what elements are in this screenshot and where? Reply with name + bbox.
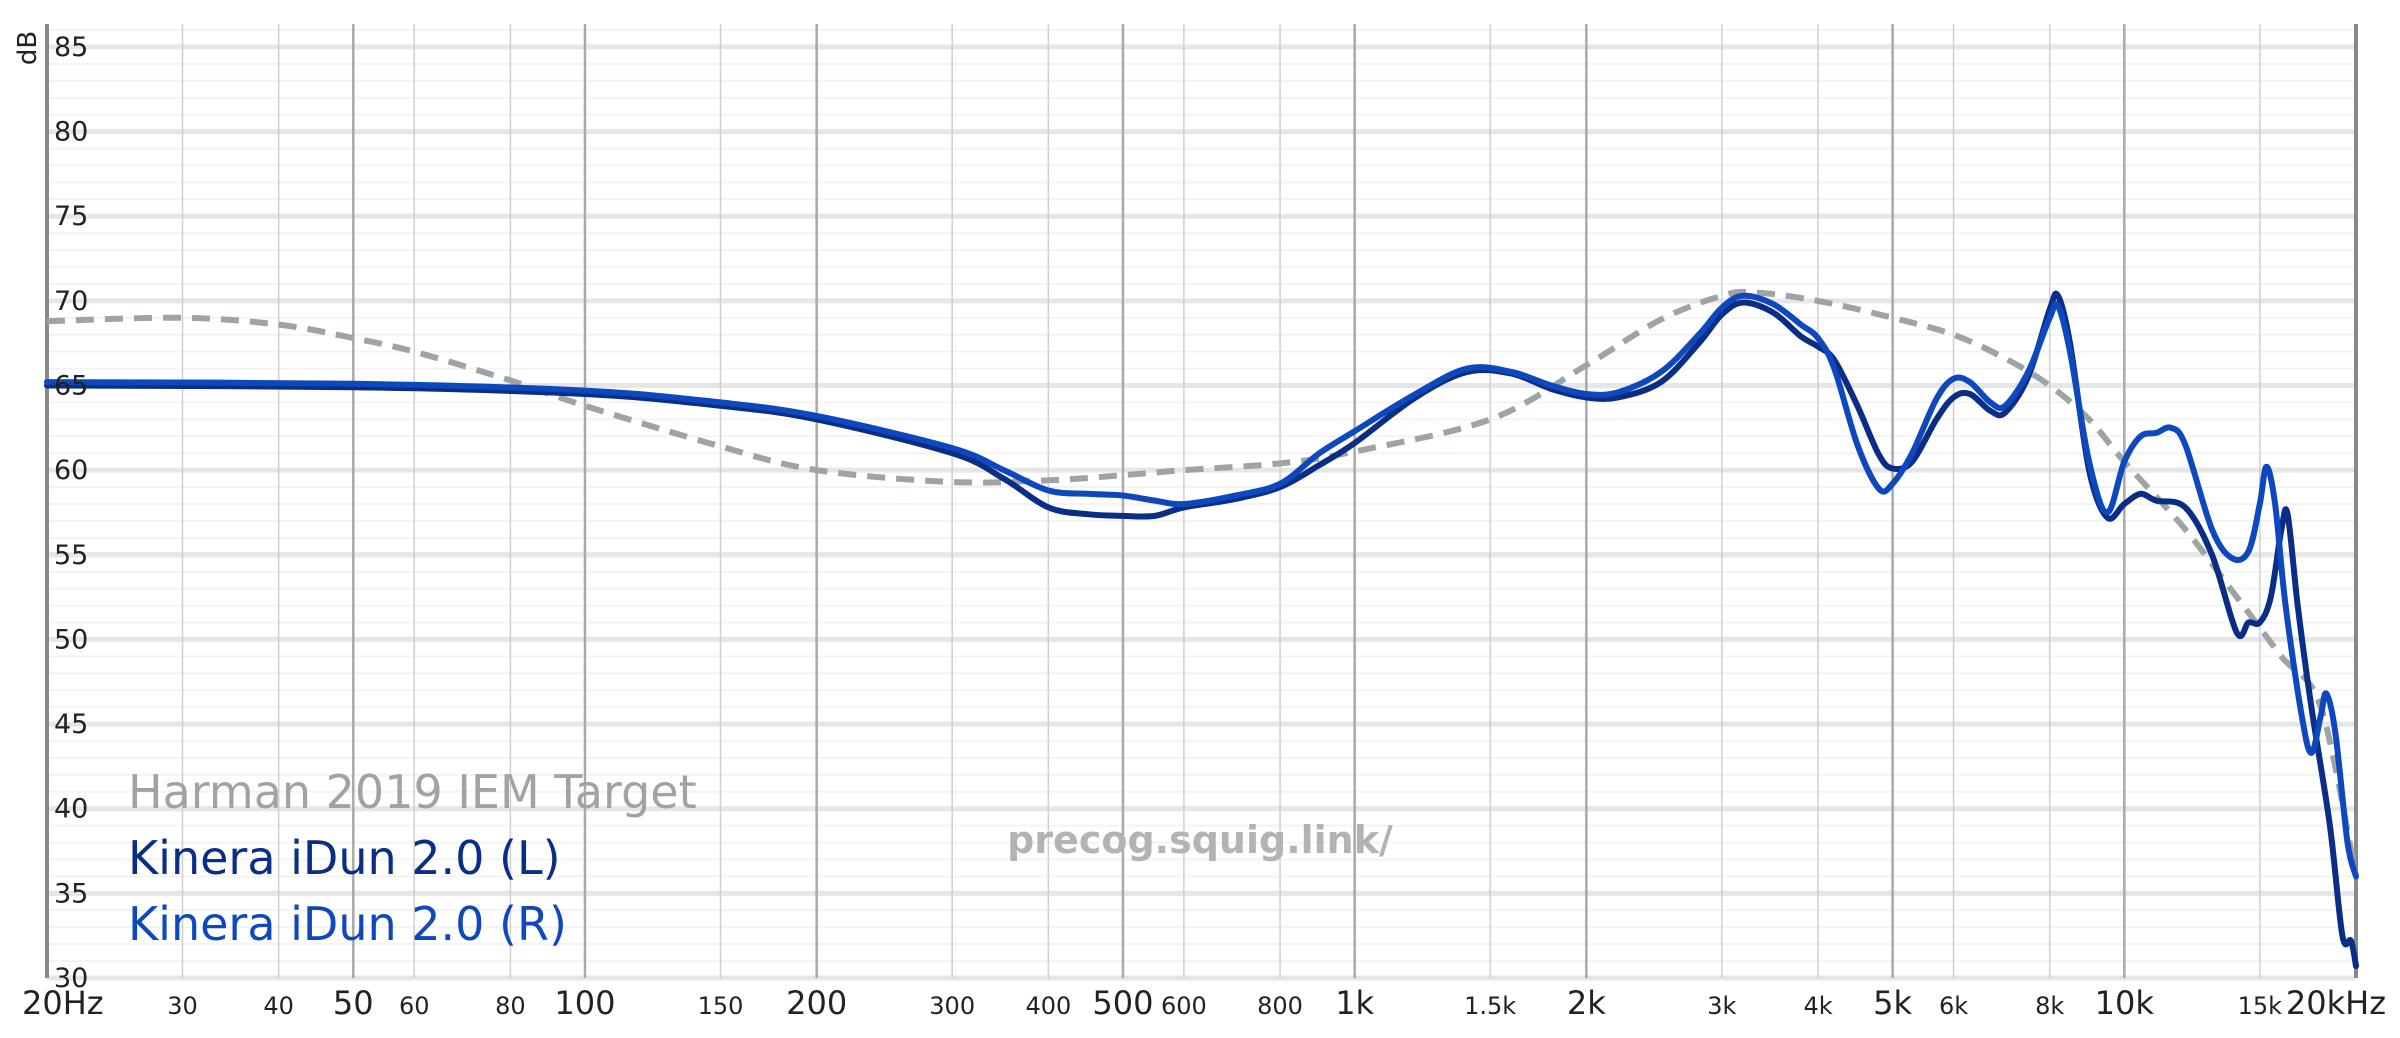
legend-entry: Kinera iDun 2.0 (L)	[128, 831, 561, 885]
x-tick-label: 6k	[1939, 992, 1968, 1020]
x-tick-label: 200	[786, 984, 847, 1022]
x-tick-label: 500	[1092, 984, 1153, 1022]
x-axis: 20Hz 30 40 50 60 80 100 150 200 300 400 500 600 800 1k…	[22, 984, 2386, 1022]
y-tick-label: 85	[54, 32, 88, 63]
x-tick-label: 50	[333, 984, 374, 1022]
x-tick-label: 150	[698, 992, 744, 1020]
y-tick-label: 75	[54, 201, 88, 232]
x-tick-label: 5k	[1873, 984, 1912, 1022]
x-tick-label: 2k	[1567, 984, 1606, 1022]
x-tick-label: 80	[495, 992, 526, 1020]
x-tick-label: 20kHz	[2286, 984, 2386, 1022]
x-tick-label: 600	[1161, 992, 1207, 1020]
x-tick-label: 15k	[2238, 992, 2283, 1020]
legend: Harman 2019 IEM Target Kinera iDun 2.0 (L…	[128, 765, 697, 951]
y-tick-label: 60	[54, 455, 88, 486]
x-tick-label: 1k	[1335, 984, 1374, 1022]
x-tick-label: 3k	[1707, 992, 1736, 1020]
x-tick-label: 400	[1025, 992, 1071, 1020]
y-tick-label: 55	[54, 540, 88, 571]
y-tick-label: 30	[54, 963, 88, 994]
legend-entry: Harman 2019 IEM Target	[128, 765, 697, 819]
x-tick-label: 1.5k	[1464, 992, 1516, 1020]
series-line-kinera-idun-2-0-l	[44, 290, 2359, 970]
series-line-harman-2019-iem-target	[46, 288, 2359, 878]
x-tick-label: 10k	[2095, 984, 2155, 1022]
y-tick-label: 35	[54, 878, 88, 909]
grid	[45, 24, 2358, 981]
y-tick-label: 45	[54, 709, 88, 740]
x-tick-label: 30	[167, 992, 198, 1020]
y-tick-label: 50	[54, 624, 88, 655]
y-axis: 30 35 40 45 50 55 60 65 70 75 80 85	[54, 32, 88, 994]
x-tick-label: 20Hz	[22, 984, 104, 1022]
x-tick-label: 800	[1257, 992, 1303, 1020]
x-tick-label: 60	[399, 992, 430, 1020]
watermark: precog.squig.link/	[1007, 818, 1393, 862]
series-line-kinera-idun-2-0-r	[44, 292, 2359, 880]
x-tick-label: 100	[554, 984, 615, 1022]
legend-entry: Kinera iDun 2.0 (R)	[128, 897, 567, 951]
y-tick-label: 70	[54, 286, 88, 317]
series-curves	[44, 288, 2359, 970]
y-axis-label: dB	[13, 31, 43, 65]
y-tick-label: 40	[54, 794, 88, 825]
x-tick-label: 8k	[2035, 992, 2064, 1020]
x-tick-label: 4k	[1803, 992, 1832, 1020]
x-tick-label: 40	[263, 992, 294, 1020]
y-tick-label: 65	[54, 371, 88, 402]
y-tick-label: 80	[54, 117, 88, 148]
x-tick-label: 300	[929, 992, 975, 1020]
